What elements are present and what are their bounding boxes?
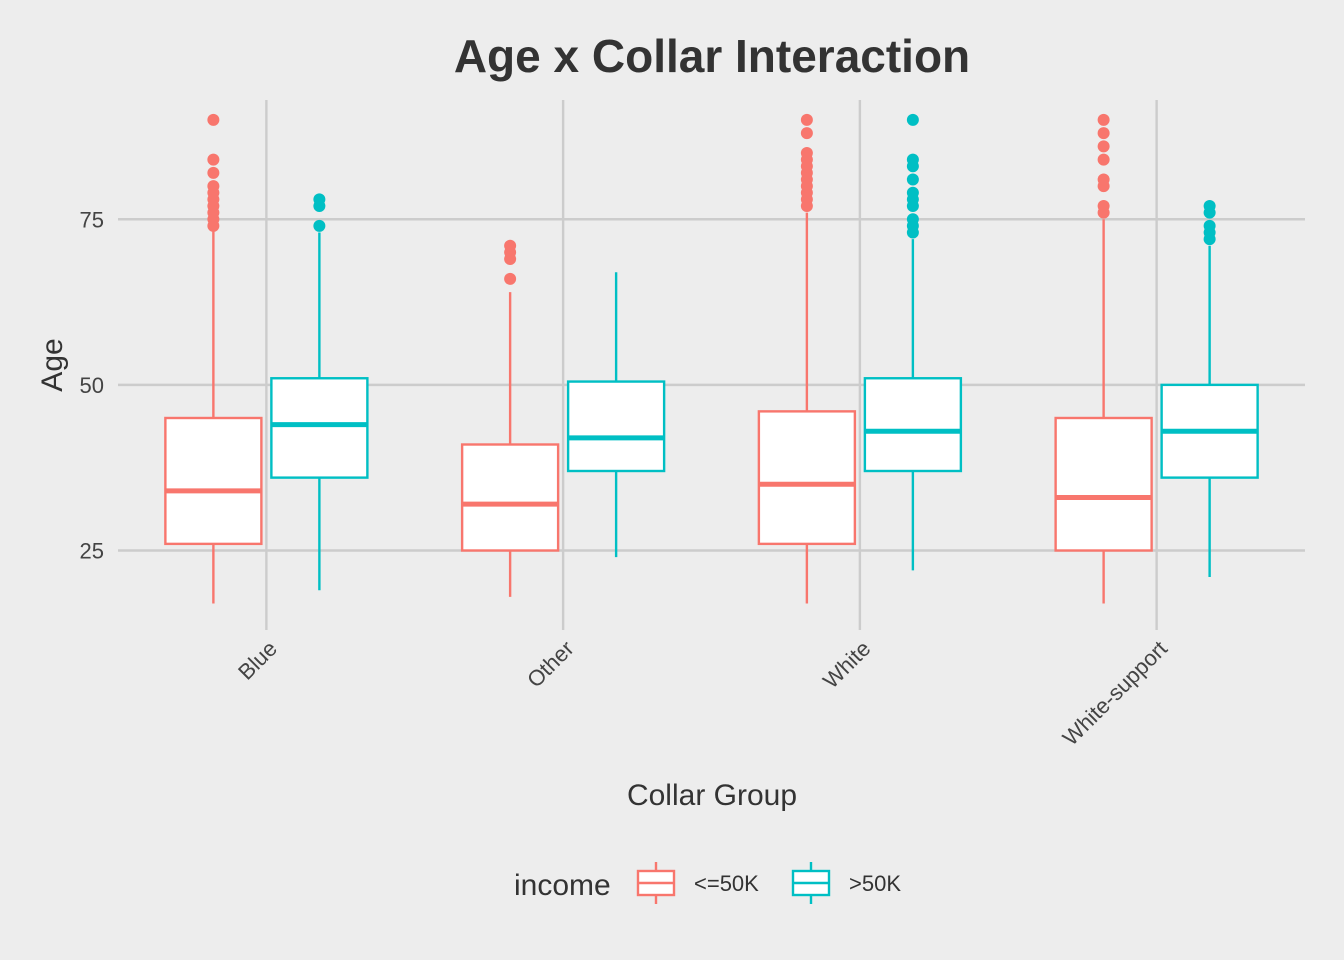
x-axis-title: Collar Group [627, 779, 797, 812]
outlier-point [1203, 200, 1216, 212]
outlier-point [1203, 219, 1216, 232]
legend: income <=50K >50K [514, 862, 901, 904]
box-iqr [164, 416, 263, 546]
box-series [164, 113, 1259, 604]
box-iqr [460, 443, 560, 552]
legend-label: <=50K [694, 871, 759, 896]
outlier-point [1097, 200, 1110, 212]
y-axis-ticks: 25 50 75 [80, 207, 104, 563]
legend-key-1: >50K [791, 862, 901, 904]
outlier-point [313, 193, 326, 206]
x-axis-ticks: Blue Other White White-support [233, 636, 1172, 751]
box-iqr [863, 377, 963, 473]
outlier-point [207, 166, 220, 179]
outlier-point [800, 147, 813, 159]
outlier-point [800, 127, 813, 140]
outlier-point [906, 173, 919, 186]
y-tick-label: 25 [80, 539, 104, 564]
box-1-3 [1160, 200, 1259, 577]
outlier-point [1097, 140, 1110, 153]
box-iqr [757, 410, 857, 546]
box-0-2 [757, 113, 857, 604]
outlier-point [906, 186, 919, 199]
outlier-point [906, 213, 919, 226]
box-0-3 [1054, 113, 1153, 604]
legend-label: >50K [849, 871, 901, 896]
outlier-point [906, 113, 919, 126]
box-1-2 [863, 113, 963, 571]
box-iqr [1054, 416, 1153, 552]
outlier-point [207, 180, 220, 193]
box-iqr [270, 377, 369, 479]
x-tick-label: White [818, 636, 875, 693]
outlier-point [800, 113, 813, 126]
box-0-0 [164, 113, 263, 604]
outlier-point [1097, 127, 1110, 140]
outlier-point [1097, 173, 1110, 186]
chart-title: Age x Collar Interaction [454, 30, 970, 82]
box-iqr [566, 380, 666, 473]
x-tick-label: White-support [1058, 636, 1173, 751]
box-1-1 [566, 272, 666, 558]
x-tick-label: Other [522, 636, 579, 693]
outlier-point [313, 219, 326, 232]
outlier-point [207, 153, 220, 166]
box-0-1 [460, 239, 560, 597]
outlier-point [207, 113, 220, 126]
outlier-point [906, 153, 919, 166]
y-axis-title: Age [36, 338, 69, 391]
y-tick-label: 75 [80, 207, 104, 232]
outlier-point [504, 239, 517, 252]
legend-title: income [514, 869, 611, 902]
box-1-0 [270, 193, 369, 591]
outlier-point [1097, 113, 1110, 126]
outlier-point [1097, 153, 1110, 166]
x-tick-label: Blue [233, 636, 282, 685]
outlier-point [504, 272, 517, 285]
y-tick-label: 50 [80, 373, 104, 398]
legend-key-0: <=50K [636, 862, 759, 904]
